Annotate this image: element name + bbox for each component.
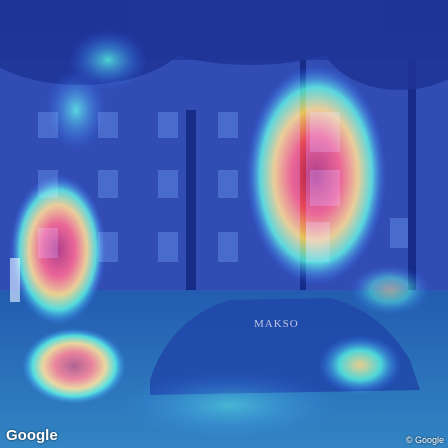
google-logo: Google — [6, 427, 58, 444]
heat-spot-street-right — [318, 335, 402, 395]
copyright-text: © Google — [405, 435, 444, 445]
storefront-sign: MAKSO — [254, 318, 299, 330]
heat-spot-building — [246, 65, 386, 285]
heat-spot-left-window — [10, 175, 106, 325]
heat-spot-street-left — [22, 328, 126, 404]
